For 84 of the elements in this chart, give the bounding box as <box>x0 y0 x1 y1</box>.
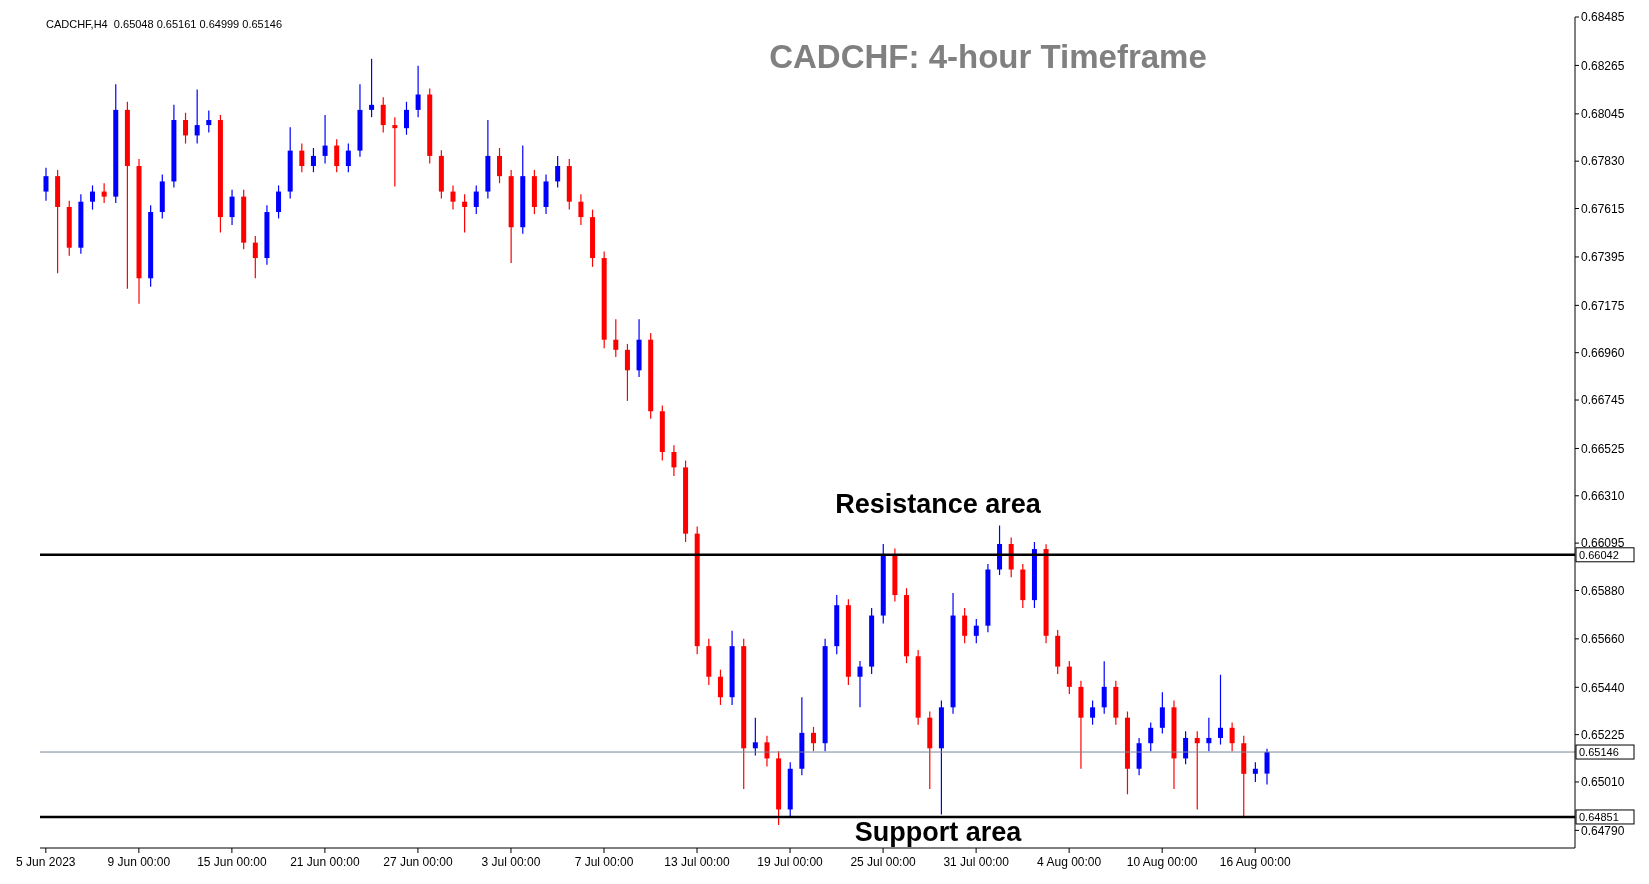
y-tick-label: 0.65660 <box>1581 632 1625 647</box>
y-tick-label: 0.66095 <box>1581 536 1625 551</box>
candlestick <box>810 726 816 752</box>
x-tick-label: 4 Aug 00:00 <box>1037 855 1102 869</box>
candlestick <box>717 669 723 706</box>
candlestick <box>1101 660 1107 715</box>
candlestick <box>1229 721 1235 752</box>
candlestick <box>973 618 979 644</box>
candlestick <box>555 155 561 189</box>
candlestick <box>1159 691 1165 735</box>
x-tick-label: 5 Jun 2023 <box>16 855 76 869</box>
x-tick-label: 27 Jun 00:00 <box>383 855 453 869</box>
candlestick <box>473 184 479 215</box>
x-tick-label: 15 Jun 00:00 <box>197 855 267 869</box>
ref-line-label: 0.64851 <box>1579 810 1619 823</box>
x-tick-label: 16 Aug 00:00 <box>1219 855 1291 869</box>
candlestick <box>1066 660 1072 695</box>
x-tick-label: 19 Jul 00:00 <box>757 855 824 869</box>
candlestick <box>624 343 630 402</box>
y-tick-label: 0.66960 <box>1581 345 1625 360</box>
y-tick-label: 0.68265 <box>1581 58 1625 73</box>
candlestick <box>1206 717 1212 752</box>
y-tick-label: 0.68045 <box>1581 107 1625 122</box>
y-tick-label: 0.65440 <box>1581 680 1625 695</box>
ref-line-label: 0.65146 <box>1579 746 1619 759</box>
y-tick-label: 0.65225 <box>1581 727 1625 742</box>
candlestick <box>1218 674 1223 746</box>
candlestick <box>183 112 189 145</box>
candlestick <box>403 101 409 136</box>
candlestick <box>345 142 351 173</box>
candlestick <box>497 147 503 184</box>
y-tick-label: 0.64790 <box>1581 823 1625 838</box>
candlestick <box>857 660 863 708</box>
candlestick <box>671 444 677 477</box>
candlestick <box>415 65 421 118</box>
candlestick <box>334 138 340 173</box>
candlestick <box>462 193 468 234</box>
candlestick <box>194 88 200 145</box>
candlestick <box>252 235 258 279</box>
candlestick <box>299 142 305 173</box>
x-tick-label: 7 Jul 00:00 <box>574 855 634 869</box>
candlestick <box>276 184 282 220</box>
candlestick <box>43 167 49 202</box>
candlestick <box>206 109 212 134</box>
candlestick <box>101 182 107 204</box>
y-tick-label: 0.68485 <box>1581 10 1625 25</box>
candlestick <box>613 318 619 358</box>
ref-line-label: 0.66042 <box>1579 548 1619 561</box>
y-tick-label: 0.67830 <box>1581 154 1625 169</box>
y-tick-label: 0.66525 <box>1581 441 1625 456</box>
candlestick <box>322 114 328 164</box>
candlestick <box>369 58 375 118</box>
x-tick-label: 21 Jun 00:00 <box>290 855 360 869</box>
candlestick <box>578 193 584 226</box>
y-tick-label: 0.66745 <box>1581 393 1625 408</box>
annotation: Support area <box>854 816 1023 847</box>
candlestick <box>392 116 398 188</box>
annotation: Resistance area <box>835 488 1042 519</box>
y-tick-label: 0.65010 <box>1581 775 1625 790</box>
x-tick-label: 3 Jul 00:00 <box>481 855 541 869</box>
y-tick-label: 0.67615 <box>1581 201 1625 216</box>
candlestick <box>229 189 235 226</box>
x-tick-label: 13 Jul 00:00 <box>664 855 731 869</box>
candlestick <box>962 607 968 644</box>
x-tick-label: 10 Aug 00:00 <box>1126 855 1198 869</box>
candlestick <box>310 147 316 173</box>
text: CADCHF: 4-hour Timeframe <box>768 38 1208 76</box>
chart-subtitle: CADCHF,H4 0.65048 0.65161 0.64999 0.65146 <box>46 18 283 30</box>
y-tick-label: 0.65880 <box>1581 583 1625 598</box>
candlestick <box>1252 761 1258 783</box>
x-tick-label: 31 Jul 00:00 <box>943 855 1010 869</box>
candlestick <box>1194 730 1200 811</box>
y-tick-label: 0.67395 <box>1581 250 1625 265</box>
y-tick-label: 0.67175 <box>1581 298 1625 313</box>
candlestick <box>90 184 95 211</box>
x-tick-label: 25 Jul 00:00 <box>850 855 917 869</box>
y-tick-label: 0.66310 <box>1581 489 1625 504</box>
x-tick-label: 9 Jun 00:00 <box>107 855 171 869</box>
candlestick <box>380 96 386 134</box>
candlestick <box>1090 699 1096 726</box>
candlestick <box>1148 721 1154 752</box>
candlestick <box>1264 748 1270 785</box>
candlestick <box>752 717 758 757</box>
candlestick <box>450 184 456 211</box>
